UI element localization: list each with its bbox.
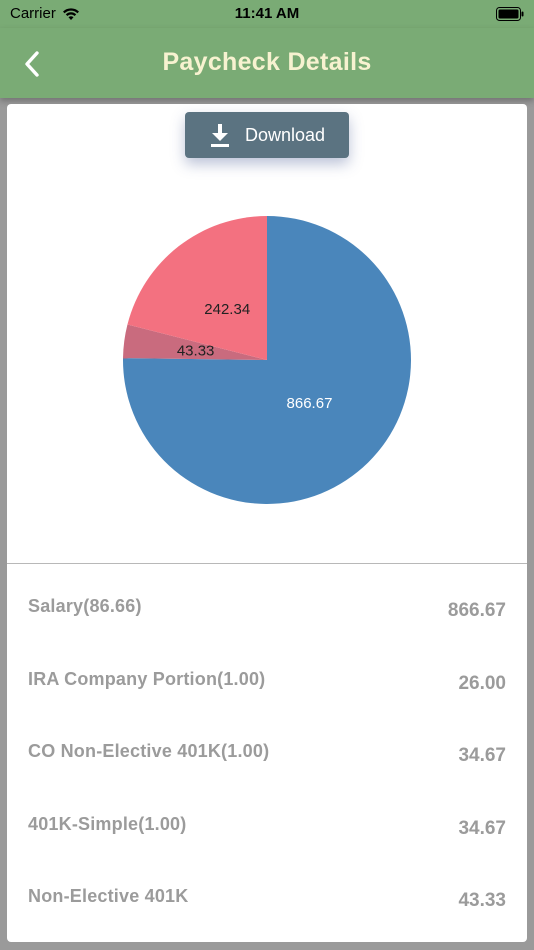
pie-chart: 866.67 43.33 242.34 bbox=[7, 174, 527, 554]
list-item: IRA Company Portion(1.00) 26.00 bbox=[7, 637, 527, 710]
list-item: Salary(86.66) 866.67 bbox=[7, 564, 527, 637]
list-item: 401K-Simple(1.00) 34.67 bbox=[7, 782, 527, 855]
carrier-group: Carrier bbox=[10, 5, 80, 22]
download-button[interactable]: Download bbox=[185, 112, 349, 158]
battery-icon bbox=[496, 7, 524, 21]
pie-slice-label: 242.34 bbox=[204, 301, 250, 318]
status-time: 11:41 AM bbox=[234, 5, 300, 22]
item-label: Non-Elective 401K bbox=[28, 886, 189, 906]
divider bbox=[7, 563, 527, 564]
list-item: CO Non-Elective 401K(1.00) 34.67 bbox=[7, 709, 527, 782]
list-item: Non-Elective 401K 43.33 bbox=[7, 854, 527, 927]
download-label: Download bbox=[244, 124, 326, 145]
navigation-bar: Paycheck Details bbox=[0, 28, 534, 98]
carrier-label: Carrier bbox=[10, 5, 56, 22]
download-icon bbox=[210, 124, 229, 147]
item-amount: 34.67 bbox=[458, 745, 506, 766]
item-label: IRA Company Portion(1.00) bbox=[28, 668, 266, 689]
wifi-icon bbox=[62, 7, 79, 20]
item-amount: 26.00 bbox=[458, 672, 506, 694]
item-label: Salary(86.66) bbox=[28, 596, 142, 616]
chevron-left-icon bbox=[25, 51, 39, 77]
item-amount: 43.33 bbox=[458, 890, 506, 911]
earnings-list: Salary(86.66) 866.67 IRA Company Portion(1… bbox=[7, 564, 527, 927]
pie-slice bbox=[127, 216, 267, 360]
pie-slice-label: 866.67 bbox=[287, 395, 333, 412]
item-amount: 866.67 bbox=[447, 600, 506, 621]
paycheck-card: Download 866.67 43.33 242.34 Salary(86.66)… bbox=[7, 104, 527, 942]
back-button[interactable] bbox=[14, 46, 50, 82]
pie-slice bbox=[123, 324, 267, 360]
item-label: 401K-Simple(1.00) bbox=[28, 813, 187, 834]
item-label: CO Non-Elective 401K(1.00) bbox=[28, 741, 270, 761]
item-amount: 34.67 bbox=[458, 817, 506, 839]
status-bar: Carrier 11:41 AM bbox=[0, 0, 534, 28]
page-title: Paycheck Details bbox=[162, 48, 372, 76]
pie-slice-label: 43.33 bbox=[177, 343, 215, 360]
